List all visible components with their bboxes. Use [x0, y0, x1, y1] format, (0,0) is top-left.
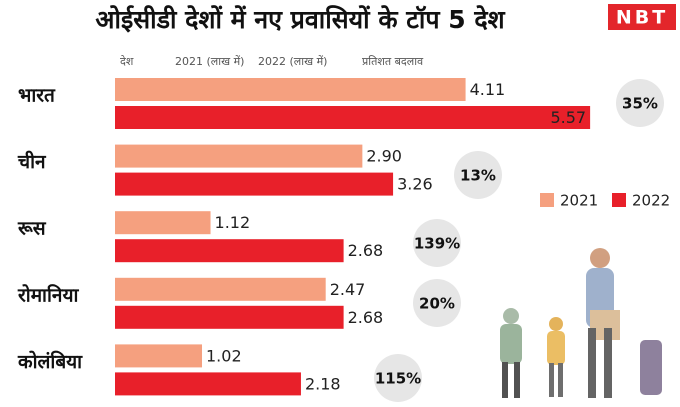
value-label: 2.18 [305, 374, 341, 393]
bar [115, 239, 344, 263]
category-label: कोलंबिया [17, 350, 83, 373]
logo: NBT [616, 7, 668, 29]
chart-title: ओईसीडी देशों में नए प्रवासियों के टॉप 5 … [95, 5, 505, 34]
category-label: रूस [17, 218, 47, 240]
bar [115, 144, 363, 168]
category-label: रोमानिया [17, 283, 79, 306]
category-label: भारत [18, 85, 56, 107]
change-label: 35% [622, 95, 658, 113]
change-badge [374, 354, 422, 402]
illustration [500, 248, 662, 398]
change-label: 20% [419, 295, 455, 313]
value-label: 3.26 [397, 175, 433, 194]
legend-swatch [540, 193, 554, 207]
category-label: चीन [17, 150, 47, 173]
change-label: 115% [375, 370, 421, 388]
value-label: 2.47 [330, 280, 366, 299]
bar [115, 344, 203, 368]
value-label: 2.68 [348, 241, 384, 260]
legend-label: 2021 [560, 192, 598, 210]
value-label: 2.90 [366, 147, 402, 166]
column-header: 2021 (लाख में) [175, 55, 244, 68]
bar [115, 211, 211, 235]
value-label: 5.57 [550, 108, 586, 127]
change-label: 139% [414, 235, 460, 253]
value-label: 1.02 [206, 346, 242, 365]
bar [115, 172, 394, 196]
change-badge [616, 79, 664, 127]
change-badge [454, 151, 502, 199]
change-badge [413, 279, 461, 327]
column-header: 2022 (लाख में) [258, 55, 327, 68]
value-label: 1.12 [215, 213, 251, 232]
column-header: प्रतिशत बदलाव [362, 55, 424, 68]
change-badge [413, 219, 461, 267]
value-label: 2.68 [348, 308, 384, 327]
legend-label: 2022 [632, 192, 670, 210]
bar [115, 78, 466, 101]
logo-box [608, 4, 676, 30]
value-label: 4.11 [470, 80, 506, 99]
legend-swatch [612, 193, 626, 207]
column-header: देश [120, 55, 134, 68]
bar [115, 372, 301, 396]
change-label: 13% [460, 167, 496, 185]
bar [115, 106, 591, 129]
bar [115, 305, 344, 329]
bar [115, 277, 326, 301]
